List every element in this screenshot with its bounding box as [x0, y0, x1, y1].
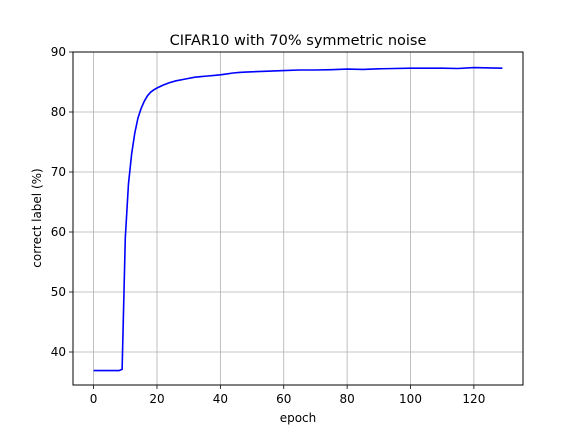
- y-tick-label: 80: [51, 105, 66, 119]
- x-tick-label: 20: [149, 392, 164, 406]
- x-tick-label: 40: [213, 392, 228, 406]
- y-tick-label: 90: [51, 45, 66, 59]
- y-tick-label: 60: [51, 225, 66, 239]
- plot-frame: [72, 51, 524, 386]
- x-tick-label: 120: [462, 392, 485, 406]
- y-axis: 40 50 60 70 80 90: [51, 45, 73, 359]
- series-layer: [93, 66, 503, 372]
- x-tick-label: 100: [399, 392, 422, 406]
- y-tick-label: 70: [51, 165, 66, 179]
- chart-title: CIFAR10 with 70% symmetric noise: [170, 33, 427, 49]
- x-tick-label: 0: [90, 392, 98, 406]
- x-tick-label: 60: [276, 392, 291, 406]
- y-axis-label: correct label (%): [30, 168, 44, 267]
- x-axis: 0 20 40 60 80 100 120: [90, 385, 485, 406]
- x-axis-label: epoch: [280, 411, 317, 425]
- x-tick-label: 80: [339, 392, 354, 406]
- y-tick-label: 50: [51, 285, 66, 299]
- y-tick-label: 40: [51, 345, 66, 359]
- series-line: [93, 66, 503, 372]
